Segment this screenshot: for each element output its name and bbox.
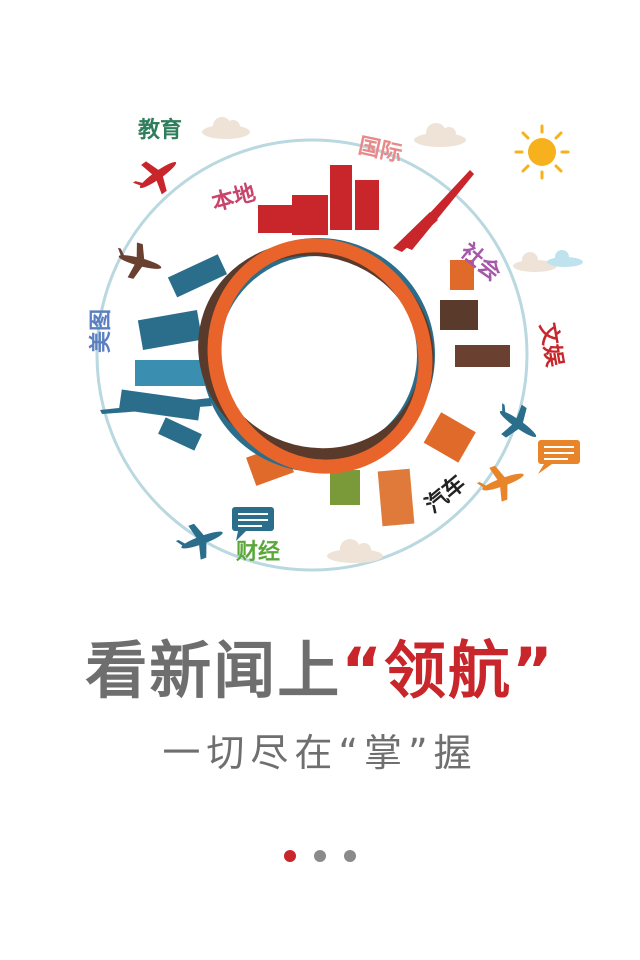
cloud-icon <box>547 250 583 267</box>
headline-main: 看新闻上 <box>85 634 342 707</box>
chat-bubble-icon <box>538 440 580 474</box>
page-dot-3[interactable] <box>344 850 356 862</box>
category-finance[interactable]: 财经 <box>236 540 281 565</box>
subheadline: 一切尽在“掌”握 <box>162 731 478 775</box>
cloud-icon <box>202 117 250 139</box>
globe-scene <box>95 117 583 572</box>
hero-illustration: 教育 国际 本地 社会 文娱 美图 财经 汽车 <box>89 117 583 572</box>
airplane-icon <box>476 465 524 502</box>
globe-rings <box>198 238 435 474</box>
page-indicator <box>0 850 640 862</box>
page-dot-2[interactable] <box>314 850 326 862</box>
category-entertainment[interactable]: 文娱 <box>534 321 567 369</box>
cloud-icon <box>327 539 383 563</box>
city-skyline <box>100 165 510 527</box>
page-dot-1[interactable] <box>284 850 296 862</box>
cloud-icon <box>414 123 466 147</box>
headline: 看新闻上“领航” <box>0 640 640 702</box>
airplane-icon <box>132 161 177 195</box>
orbit-ring <box>95 138 529 572</box>
headline-accent: “领航” <box>341 634 555 707</box>
airplane-icon <box>499 403 537 438</box>
category-photos[interactable]: 美图 <box>89 308 115 354</box>
airplane-icon <box>175 523 223 560</box>
category-education[interactable]: 教育 <box>138 118 183 143</box>
airplane-icon <box>117 242 162 279</box>
chat-bubble-icon <box>232 507 274 541</box>
sun-icon <box>514 124 570 180</box>
cloud-icon <box>513 252 557 272</box>
